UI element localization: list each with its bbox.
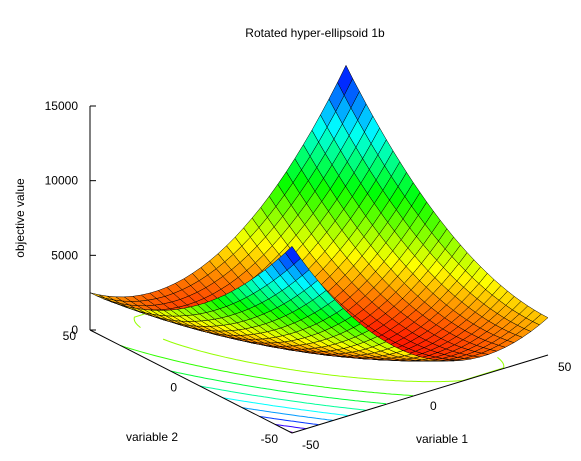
z-tick-label: 15000: [45, 99, 79, 113]
y-tick-label: 50: [63, 329, 77, 343]
z-axis-label: objective value: [13, 178, 27, 258]
contour-line: [199, 385, 366, 411]
y-axis-label: variable 2: [126, 430, 178, 444]
y-axis-line: [89, 329, 293, 434]
y-tick-label: -50: [261, 432, 279, 446]
surface-patch: [284, 245, 301, 265]
contour-line: [222, 397, 348, 416]
x-axis-label: variable 1: [416, 432, 468, 446]
y-tick-label: 0: [170, 381, 177, 395]
contour-line: [120, 345, 413, 397]
chart-title: Rotated hyper-ellipsoid 1b: [245, 26, 385, 40]
contour-line: [242, 407, 333, 421]
x-tick-label: 0: [430, 399, 437, 413]
contour-line: [170, 370, 387, 405]
z-tick-label: 0: [71, 323, 78, 337]
contour-line: [162, 338, 505, 383]
surface-mesh: [89, 64, 549, 362]
contour-line: [275, 424, 307, 430]
x-axis-line: [291, 354, 549, 434]
x-tick-label: -50: [302, 438, 320, 452]
z-tick-label: 5000: [51, 248, 78, 262]
x-tick-label: 50: [558, 360, 572, 374]
contour-line: [259, 416, 319, 426]
z-tick-label: 10000: [45, 174, 79, 188]
